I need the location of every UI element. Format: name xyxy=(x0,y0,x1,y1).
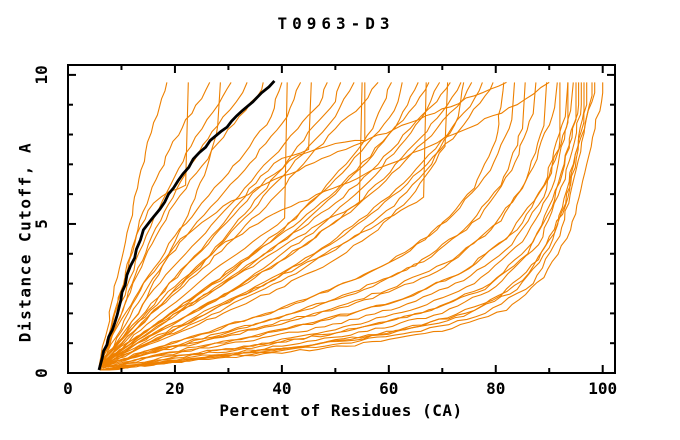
model-curves xyxy=(98,81,604,371)
model-curve xyxy=(99,82,430,368)
y-axis-title: Distance Cutoff, A xyxy=(15,141,35,343)
x-tick-label: 20 xyxy=(165,379,184,398)
chart-title: T0963-D3 xyxy=(277,14,395,33)
x-tick-label: 60 xyxy=(379,379,398,398)
x-tick-label: 40 xyxy=(272,379,291,398)
model-curve xyxy=(98,82,189,368)
highlight-curve xyxy=(97,79,276,371)
model-curve xyxy=(99,82,451,365)
model-curve xyxy=(99,82,288,368)
model-curve xyxy=(99,82,465,368)
model-curve xyxy=(100,82,577,371)
model-curve xyxy=(99,82,574,370)
x-tick-label: 100 xyxy=(588,379,617,398)
model-curve xyxy=(99,82,483,365)
model-curve xyxy=(99,81,507,362)
model-curve xyxy=(99,82,328,368)
model-curve xyxy=(99,82,526,368)
model-curve xyxy=(100,82,593,371)
model-curve xyxy=(99,82,283,368)
model-curve xyxy=(99,82,580,370)
x-tick-label: 80 xyxy=(486,379,505,398)
model-curve xyxy=(99,82,473,368)
model-curve xyxy=(99,82,537,368)
plot-border xyxy=(67,64,616,374)
model-curve xyxy=(100,82,548,368)
model-curve xyxy=(99,82,355,368)
x-axis-title: Percent of Residues (CA) xyxy=(219,401,463,420)
model-curve xyxy=(99,82,449,368)
model-curve xyxy=(99,82,221,366)
model-curve xyxy=(99,82,419,365)
model-curve xyxy=(98,82,168,368)
y-tick-label: 5 xyxy=(32,219,51,229)
model-curve xyxy=(99,82,582,371)
model-curve xyxy=(99,82,302,368)
model-curve xyxy=(99,82,379,368)
model-curve xyxy=(99,82,494,368)
model-curve xyxy=(100,82,596,371)
x-tick-label: 0 xyxy=(63,379,73,398)
model-curve xyxy=(100,82,569,371)
model-curve xyxy=(99,81,550,365)
model-curve xyxy=(99,82,516,368)
model-curve xyxy=(99,82,264,365)
model-curve xyxy=(100,82,604,371)
model-curve xyxy=(99,82,366,365)
y-tick-label: 0 xyxy=(32,368,51,378)
model-curve xyxy=(99,82,558,368)
y-tick-label: 10 xyxy=(32,65,51,84)
model-curve xyxy=(98,82,211,368)
